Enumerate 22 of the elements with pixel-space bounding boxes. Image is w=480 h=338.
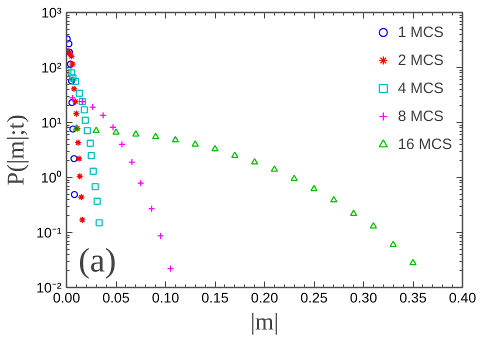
y-tick-label: 10¹ — [41, 114, 62, 130]
x-tick-label: 0.15 — [201, 290, 229, 306]
legend-label: 2 MCS — [398, 52, 444, 68]
y-axis-title: P(|m|;t) — [3, 114, 30, 186]
x-tick-label: 0.25 — [300, 290, 328, 306]
x-tick-label: 0.05 — [102, 290, 130, 306]
x-tick-label: 0.35 — [399, 290, 427, 306]
x-tick-label: 0.40 — [448, 290, 476, 306]
legend-label: 16 MCS — [398, 136, 452, 152]
y-tick-label: 10³ — [41, 4, 62, 20]
x-axis-title: |m| — [250, 310, 279, 336]
legend-label: 4 MCS — [398, 80, 444, 96]
annotation: (a) — [78, 242, 116, 280]
legend-label: 8 MCS — [398, 108, 444, 124]
x-tick-label: 0.20 — [250, 290, 278, 306]
x-tick-label: 0.30 — [350, 290, 378, 306]
y-tick-label: 10⁰ — [40, 170, 62, 186]
x-tick-label: 0.00 — [52, 290, 80, 306]
y-tick-label: 10⁻¹ — [36, 224, 62, 240]
y-tick-label: 10² — [41, 60, 62, 76]
x-tick-label: 0.10 — [152, 290, 180, 306]
legend-label: 1 MCS — [398, 24, 444, 40]
